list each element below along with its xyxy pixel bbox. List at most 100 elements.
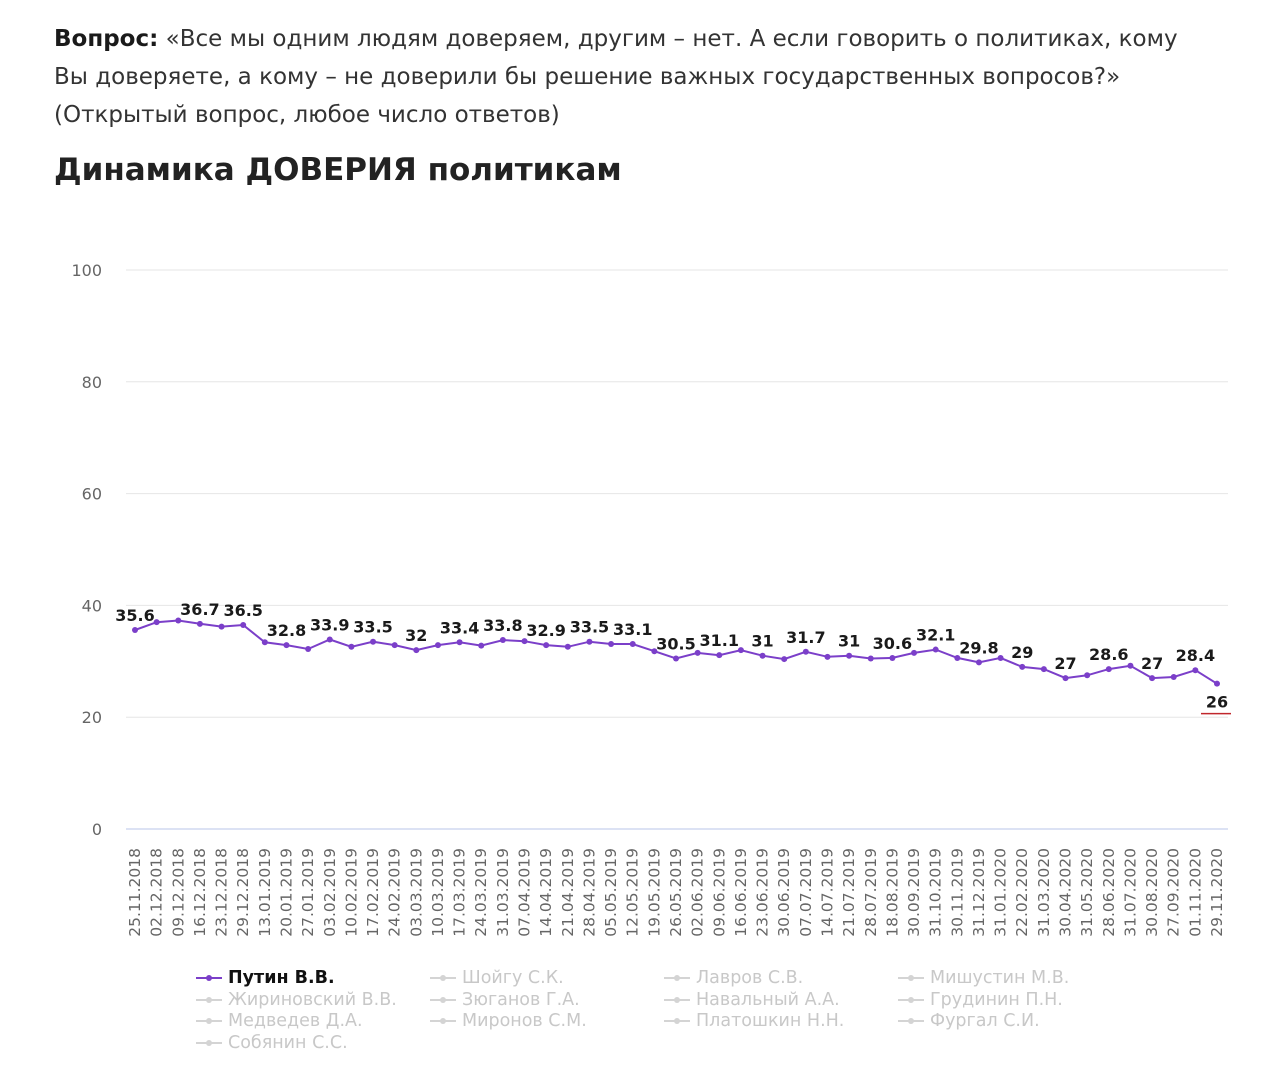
data-point [1127,662,1134,669]
x-tick-label: 02.06.2019 [689,848,707,937]
legend-label: Шойгу С.К. [462,968,564,988]
data-label: 27 [1141,654,1163,673]
data-point [348,643,355,650]
data-point [1062,675,1069,682]
x-tick-label: 16.12.2018 [191,848,209,937]
data-label: 36.5 [223,601,262,620]
y-tick-label: 60 [82,485,102,504]
data-label: 31 [838,632,860,651]
legend-label: Миронов С.М. [462,1011,587,1031]
x-tick-label: 26.05.2019 [667,848,685,937]
legend-label: Зюганов Г.А. [462,989,580,1010]
x-tick-label: 12.05.2019 [624,848,642,937]
legend-item[interactable]: Лавров С.В. [664,968,898,990]
legend-item[interactable]: Мишустин М.В. [898,968,1132,990]
data-point [132,626,138,633]
data-point [478,642,485,649]
data-label: 33.5 [353,618,392,637]
legend-marker-icon [898,995,924,1005]
legend-label: Лавров С.В. [696,968,804,988]
data-point [824,653,831,660]
x-tick-label: 19.05.2019 [645,848,663,937]
data-label: 31.1 [700,631,739,650]
x-tick-label: 31.03.2019 [494,848,512,937]
y-tick-label: 0 [92,820,102,839]
data-label: 35.6 [115,606,154,625]
question-text: Вопрос: «Все мы одним людям доверяем, др… [54,20,1214,134]
data-point [608,640,615,647]
data-label: 33.5 [570,618,609,637]
data-point [629,640,636,647]
legend-label: Фургал С.И. [930,1011,1040,1031]
x-tick-label: 23.12.2018 [213,848,231,937]
data-point [975,659,982,666]
data-point [1040,666,1047,673]
data-point [1214,680,1220,687]
data-point [326,636,333,643]
data-label: 36.7 [180,600,219,619]
data-label: 30.6 [873,634,912,653]
legend-label: Путин В.В. [228,968,335,988]
legend-marker-icon [196,995,222,1005]
legend-item[interactable]: Медведев Д.А. [196,1011,430,1033]
legend-item[interactable]: Миронов С.М. [430,1011,664,1033]
x-tick-label: 23.06.2019 [754,848,772,937]
data-point [694,649,701,656]
x-tick-label: 29.12.2018 [234,848,252,937]
x-tick-label: 31.05.2020 [1078,848,1096,937]
legend-item[interactable]: Шойгу С.К. [430,968,664,990]
legend-item[interactable]: Зюганов Г.А. [430,990,664,1012]
data-point [434,642,441,649]
data-label: 29 [1011,643,1033,662]
data-point [651,648,658,655]
legend-item[interactable]: Жириновский В.В. [196,990,430,1012]
x-tick-label: 30.09.2019 [905,848,923,937]
data-point [543,642,550,649]
x-tick-label: 31.07.2020 [1121,848,1139,937]
x-tick-label: 24.02.2019 [386,848,404,937]
legend-marker-icon [664,1016,690,1026]
y-tick-label: 40 [82,596,102,615]
x-tick-label: 16.06.2019 [732,848,750,937]
legend-item[interactable]: Путин В.В. [196,968,430,990]
x-tick-label: 09.06.2019 [710,848,728,937]
data-point [911,649,918,656]
x-tick-label: 30.11.2019 [948,848,966,937]
legend-item[interactable]: Платошкин Н.Н. [664,1011,898,1033]
legend-marker-icon [196,973,222,983]
data-point [153,619,160,626]
data-label: 28.6 [1089,645,1128,664]
legend-item[interactable]: Фургал С.И. [898,1011,1132,1033]
x-tick-label: 17.03.2019 [451,848,469,937]
legend-item[interactable]: Собянин С.С. [196,1033,430,1055]
x-tick-label: 17.02.2019 [364,848,382,937]
data-point [802,648,809,655]
data-label: 32.8 [267,621,306,640]
data-point [564,643,571,650]
x-tick-label: 14.07.2019 [818,848,836,937]
legend-marker-icon [430,995,456,1005]
data-point [370,638,377,645]
x-tick-label: 25.11.2018 [126,848,144,937]
data-point [175,617,182,624]
data-label: 31.7 [786,628,825,647]
data-label: 31 [751,632,773,651]
legend-label: Медведев Д.А. [228,1011,363,1031]
data-label: 32.1 [916,626,955,645]
legend-item[interactable]: Грудинин П.Н. [898,990,1132,1012]
x-tick-label: 14.04.2019 [537,848,555,937]
x-tick-label: 28.04.2019 [580,848,598,937]
data-point [1149,675,1156,682]
data-point [1170,673,1177,680]
x-tick-label: 29.11.2020 [1208,848,1226,937]
x-tick-label: 10.02.2019 [342,848,360,937]
legend-item[interactable]: Навальный А.А. [664,990,898,1012]
data-point [1192,667,1199,674]
data-point [218,623,225,630]
data-point [261,639,268,646]
x-tick-label: 28.06.2020 [1100,848,1118,937]
x-tick-label: 27.09.2020 [1165,848,1183,937]
data-label: 33.9 [310,615,349,634]
data-point [305,646,312,653]
legend-marker-icon [898,973,924,983]
